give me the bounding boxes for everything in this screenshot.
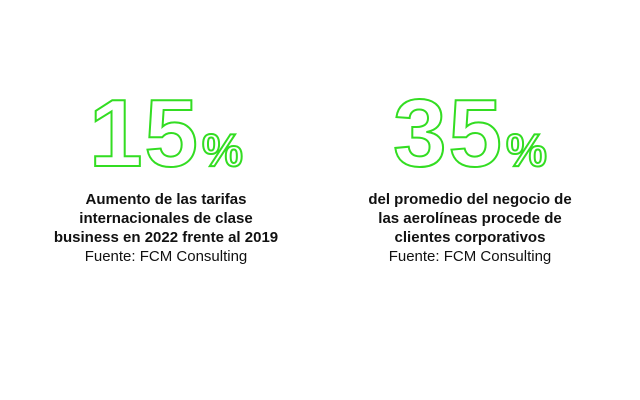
stat-figure: 35%	[320, 85, 620, 183]
stat-figure: 15%	[16, 85, 316, 183]
caption-line: Aumento de las tarifas	[85, 191, 247, 208]
caption-line: las aerolíneas procede de	[378, 210, 562, 227]
percent-sign: %	[201, 123, 244, 177]
stat-source: Fuente: FCM Consulting	[84, 248, 248, 265]
caption-line: business en 2022 frente al 2019	[53, 229, 279, 246]
stat-caption: Aumento de las tarifas internacionales d…	[16, 190, 316, 266]
caption-line: clientes corporativos	[394, 229, 546, 246]
stat-source: Fuente: FCM Consulting	[388, 248, 552, 265]
percent-sign: %	[505, 123, 548, 177]
stat-number: 15	[88, 80, 200, 187]
caption-line: internacionales de clase	[79, 210, 253, 227]
stat-caption: del promedio del negocio de las aerolíne…	[320, 190, 620, 266]
stat-block-fare-increase: 15% Aumento de las tarifas internacional…	[16, 85, 316, 266]
stat-block-corporate-share: 35% del promedio del negocio de las aero…	[320, 85, 620, 266]
stat-number: 35	[392, 80, 504, 187]
caption-line: del promedio del negocio de	[368, 191, 572, 208]
